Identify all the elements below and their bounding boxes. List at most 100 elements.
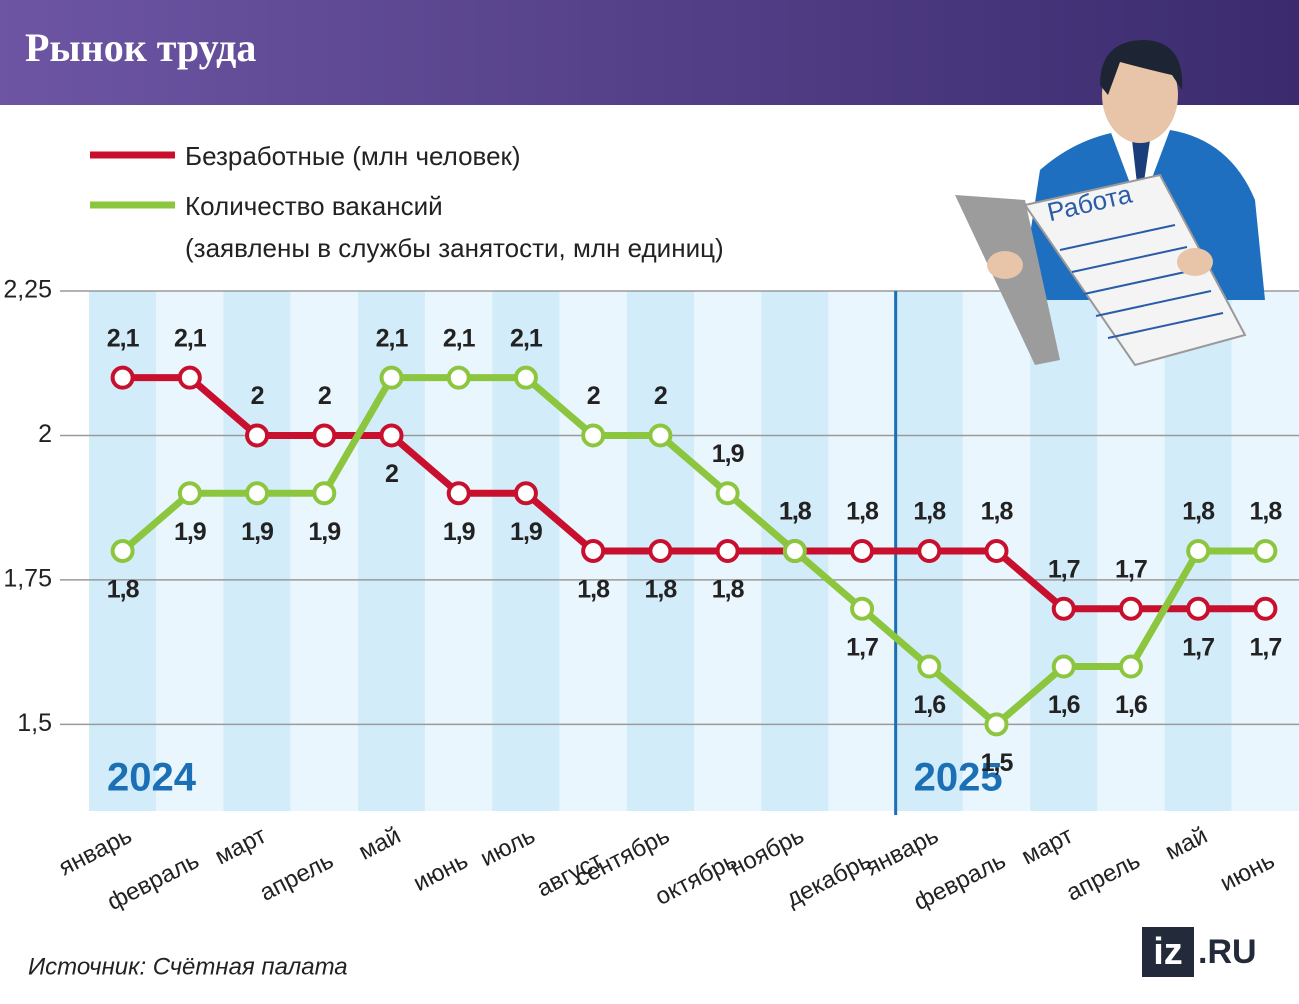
legend-entry: Количество вакансий (заявлены в службы з… — [185, 191, 724, 263]
value-label: 1,8 — [846, 498, 879, 526]
x-tick-label: февраль — [910, 847, 1011, 916]
hand — [1177, 248, 1213, 276]
x-tick-label: май — [354, 822, 405, 866]
marker — [513, 365, 538, 390]
x-tick-label: апрель — [1062, 847, 1144, 907]
value-label: 1,7 — [1182, 633, 1214, 661]
marker — [312, 423, 337, 448]
value-label: 1,8 — [712, 576, 745, 604]
value-label: 1,8 — [645, 576, 678, 604]
marker — [177, 481, 202, 506]
marker — [379, 365, 404, 390]
value-label: 2,1 — [174, 324, 207, 352]
legend-label: Безработные (млн человек) — [185, 141, 521, 171]
value-label: 1,8 — [1250, 498, 1283, 526]
x-tick-label: март — [211, 822, 271, 870]
year-label: 2024 — [107, 756, 197, 800]
logo-box — [1142, 927, 1194, 977]
y-tick-label: 2,25 — [3, 276, 52, 304]
value-label: 2 — [385, 460, 398, 488]
value-label: 1,8 — [913, 498, 946, 526]
marker — [245, 481, 270, 506]
marker — [1118, 596, 1143, 621]
hair — [1100, 40, 1183, 95]
header-band — [0, 0, 1299, 105]
marker — [1253, 596, 1278, 621]
value-label: 2 — [654, 382, 667, 410]
x-tick-label: июль — [476, 822, 539, 872]
value-label: 1,6 — [1048, 691, 1080, 719]
marker — [984, 712, 1009, 737]
marker — [782, 539, 807, 563]
value-label: 2,1 — [510, 324, 543, 352]
value-label: 1,8 — [779, 498, 812, 526]
marker — [110, 539, 135, 563]
marker — [1051, 596, 1076, 621]
legend-label: Количество вакансий (заявлены в службы з… — [185, 191, 724, 263]
value-label: 1,8 — [107, 576, 140, 604]
value-label: 1,9 — [510, 518, 542, 546]
marker — [715, 481, 740, 506]
marker — [984, 539, 1009, 563]
value-label: 1,8 — [1182, 498, 1215, 526]
marker — [1051, 654, 1076, 679]
x-tick-label: июнь — [409, 847, 472, 897]
y-tick-label: 2 — [38, 420, 52, 448]
value-label: 1,9 — [241, 518, 273, 546]
marker — [715, 539, 740, 563]
value-label: 1,7 — [1115, 555, 1147, 583]
marker — [446, 481, 471, 506]
marker — [917, 654, 942, 679]
value-label: 1,6 — [1115, 691, 1147, 719]
x-tick-label: май — [1161, 822, 1212, 866]
value-label: 1,8 — [577, 576, 610, 604]
year-label: 2025 — [914, 756, 1003, 800]
value-label: 2,1 — [376, 324, 409, 352]
marker — [245, 423, 270, 448]
value-label: 2,1 — [443, 324, 476, 352]
value-label: 1,9 — [308, 518, 340, 546]
x-tick-label: март — [1017, 822, 1077, 870]
value-label: 1,7 — [846, 633, 878, 661]
value-label: 1,8 — [981, 498, 1014, 526]
marker — [850, 596, 875, 621]
illustration: Работа — [955, 40, 1265, 367]
column-band — [223, 291, 291, 811]
x-tick-label: февраль — [103, 847, 204, 916]
x-tick-label: январь — [861, 822, 943, 881]
marker — [110, 365, 135, 390]
value-label: 2 — [251, 382, 264, 410]
legend-entry: Безработные (млн человек) — [185, 141, 521, 171]
source: Источник: Счётная палата — [28, 953, 348, 980]
value-label: 1,5 — [981, 749, 1014, 777]
x-tick-label: январь — [55, 822, 137, 881]
marker — [1118, 654, 1143, 679]
marker — [917, 539, 942, 563]
y-tick-label: 1,5 — [17, 709, 52, 737]
value-label: 2,1 — [107, 324, 140, 352]
logo-domain: .RU — [1198, 933, 1257, 971]
marker — [513, 481, 538, 506]
paper — [1023, 173, 1247, 367]
value-label: 1,9 — [712, 440, 744, 468]
marker — [379, 423, 404, 448]
marker — [1186, 539, 1211, 563]
paper-lines — [1059, 224, 1224, 339]
value-label: 2 — [318, 382, 331, 410]
value-label: 1,8 — [779, 498, 812, 526]
hand — [987, 251, 1023, 279]
marker — [1186, 596, 1211, 621]
value-label: 1,7 — [1048, 555, 1080, 583]
chart-title: Рынок труда — [25, 25, 256, 70]
marker — [312, 481, 337, 506]
marker — [648, 423, 673, 448]
marker — [648, 539, 673, 563]
value-label: 1,9 — [174, 518, 206, 546]
x-tick-label: июнь — [1216, 847, 1279, 897]
tie — [1132, 140, 1150, 210]
value-label: 1,6 — [913, 691, 945, 719]
value-label: 1,7 — [1250, 633, 1282, 661]
value-label: 2 — [587, 382, 600, 410]
